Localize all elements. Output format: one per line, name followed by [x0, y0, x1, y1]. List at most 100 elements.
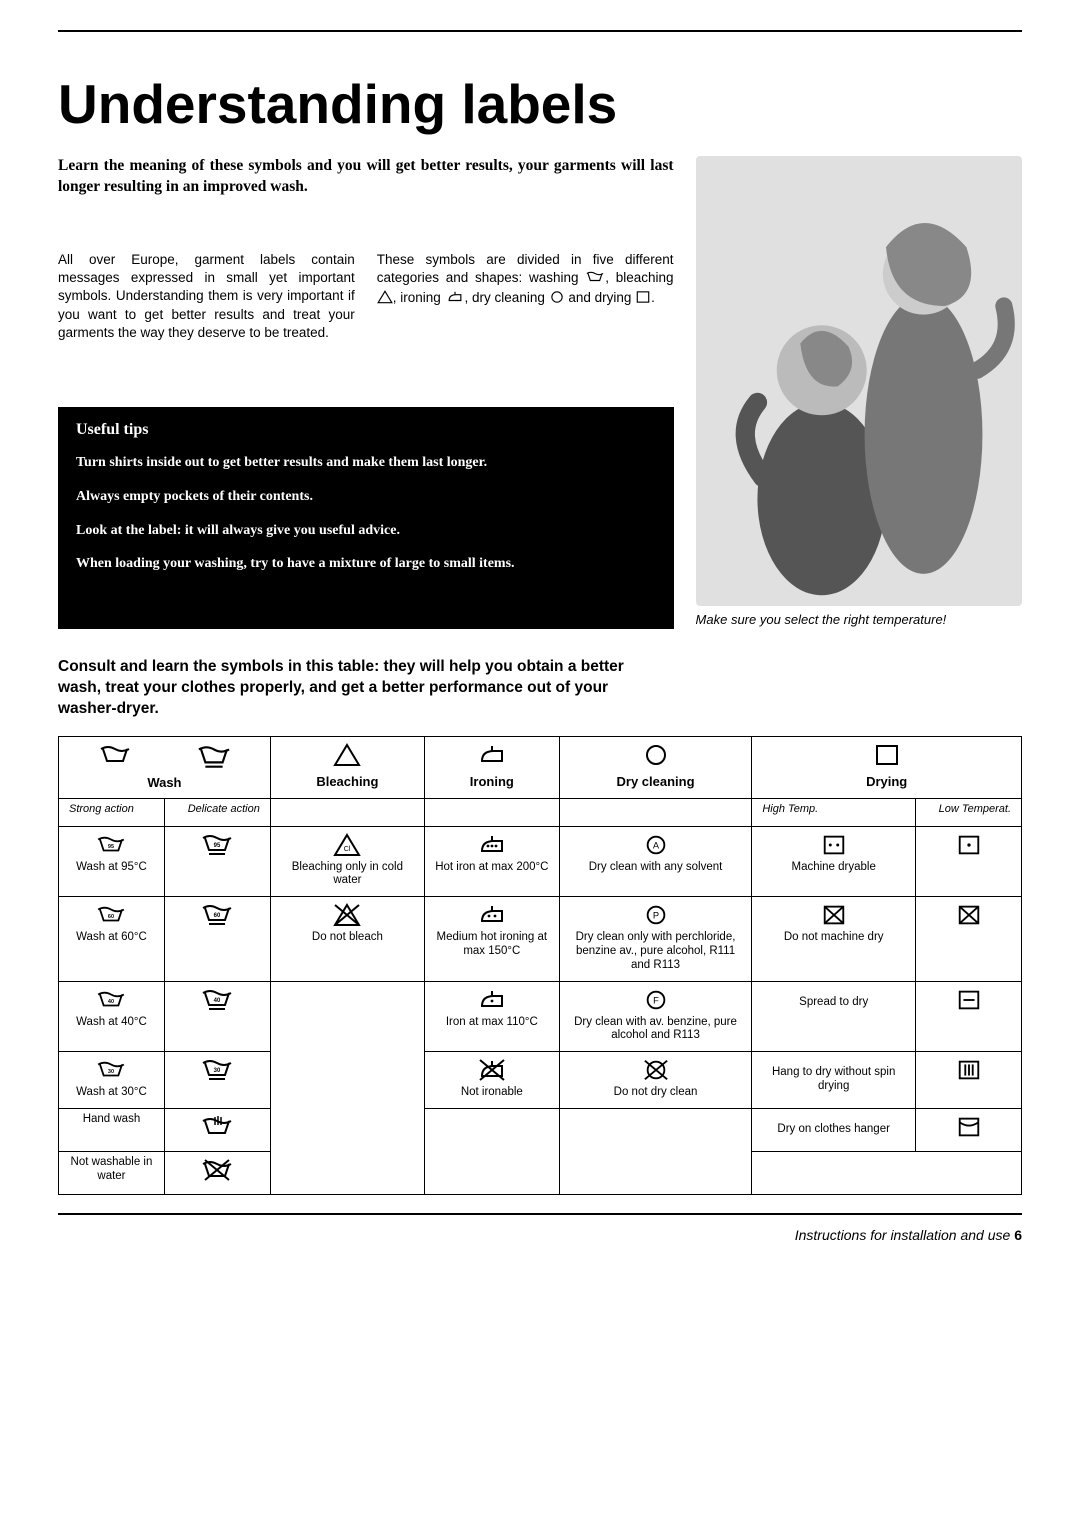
cell-wash-delicate: 60	[164, 897, 270, 981]
sub-iron-empty	[424, 798, 559, 826]
cell-wash: Not washable in water	[59, 1152, 165, 1195]
cell-dry-a: Do not machine dry	[752, 897, 916, 981]
cell-dry-b	[916, 981, 1022, 1052]
cell-iron: Iron at max 110°C	[424, 981, 559, 1052]
cell-dry-empty	[752, 1152, 1022, 1195]
sub-dryc-empty	[559, 798, 752, 826]
cell-iron-empty	[424, 1109, 559, 1195]
cell-dry-a: Machine dryable	[752, 826, 916, 897]
dryclean-icon	[642, 743, 670, 767]
table-row: 60 Wash at 60°C 60 Do not bleachMedium h…	[59, 897, 1022, 981]
cell-bleach-empty	[270, 981, 424, 1194]
intro-blurb: Learn the meaning of these symbols and y…	[58, 156, 674, 235]
hdr-wash-label: Wash	[65, 775, 264, 790]
footer-text: Instructions for installation and use	[795, 1227, 1011, 1243]
cell-bleach: ClBleaching only in cold water	[270, 826, 424, 897]
svg-text:40: 40	[108, 998, 114, 1004]
cell-wash-b	[164, 1109, 270, 1152]
tip-3: Look at the label: it will always give y…	[76, 521, 656, 541]
table-row: 95 Wash at 95°C 95 ClBleaching only in c…	[59, 826, 1022, 897]
svg-text:95: 95	[108, 843, 114, 849]
cell-wash-delicate: 40	[164, 981, 270, 1052]
hdr-bleach: Bleaching	[270, 736, 424, 798]
cell-dry-b	[916, 1109, 1022, 1152]
cell-bleach: Do not bleach	[270, 897, 424, 981]
cell-iron: Hot iron at max 200°C	[424, 826, 559, 897]
cell-wash-b	[164, 1152, 270, 1195]
cell-dryclean: Do not dry clean	[559, 1052, 752, 1109]
dry-icon	[635, 290, 651, 309]
sub-low: Low Temperat.	[916, 798, 1022, 826]
iron-icon	[475, 743, 509, 767]
table-header-row: Wash Bleaching Ironing Dry cleaning Dryi…	[59, 736, 1022, 798]
cell-dryclean: FDry clean with av. benzine, pure alcoho…	[559, 981, 752, 1052]
svg-text:40: 40	[214, 998, 221, 1004]
illustration-caption: Make sure you select the right temperatu…	[696, 612, 1022, 629]
bottom-rule	[58, 1213, 1022, 1215]
table-row: 40 Wash at 40°C 40 Iron at max 110°CFDry…	[59, 981, 1022, 1052]
page-number: 6	[1014, 1227, 1022, 1243]
bleach-icon	[377, 290, 393, 309]
tips-title: Useful tips	[76, 421, 656, 439]
hdr-wash: Wash	[59, 736, 271, 798]
body-col-2: These symbols are divided in five differ…	[377, 251, 674, 379]
page-footer: Instructions for installation and use 6	[58, 1227, 1022, 1243]
col2-e: and drying	[565, 290, 636, 305]
dry-icon	[873, 743, 901, 767]
cell-wash-strong: 95 Wash at 95°C	[59, 826, 165, 897]
bleach-icon	[332, 743, 362, 767]
col2-f: .	[651, 290, 655, 305]
tip-4: When loading your washing, try to have a…	[76, 554, 656, 574]
illustration-area: Make sure you select the right temperatu…	[696, 156, 1022, 629]
sub-strong: Strong action	[59, 798, 165, 826]
cell-dry-b	[916, 826, 1022, 897]
table-row: Hand wash Dry on clothes hanger	[59, 1109, 1022, 1152]
col2-d: , dry cleaning	[465, 290, 549, 305]
hdr-bleach-label: Bleaching	[277, 774, 418, 789]
wash-icon	[585, 270, 605, 289]
col2-c: , ironing	[393, 290, 445, 305]
top-rule	[58, 30, 1022, 32]
cell-dry-b	[916, 1052, 1022, 1109]
cell-wash-strong: 30 Wash at 30°C	[59, 1052, 165, 1109]
cell-dry-b	[916, 897, 1022, 981]
col2-b: , bleaching	[605, 270, 673, 285]
hdr-drying-label: Drying	[758, 774, 1015, 789]
svg-text:P: P	[652, 911, 658, 921]
dryclean-icon	[549, 290, 565, 309]
cell-dry-a: Spread to dry	[752, 981, 916, 1052]
cell-wash-delicate: 30	[164, 1052, 270, 1109]
tips-box: Useful tips Turn shirts inside out to ge…	[58, 407, 674, 629]
hdr-dryclean-label: Dry cleaning	[566, 774, 746, 789]
table-intro: Consult and learn the symbols in this ta…	[58, 657, 648, 720]
cell-wash: Hand wash	[59, 1109, 165, 1152]
hdr-drying: Drying	[752, 736, 1022, 798]
wash-delicate-icon	[197, 743, 231, 771]
cell-wash-strong: 60 Wash at 60°C	[59, 897, 165, 981]
tip-2: Always empty pockets of their contents.	[76, 487, 656, 507]
cell-dryclean: PDry clean only with perchloride, benzin…	[559, 897, 752, 981]
svg-text:30: 30	[214, 1068, 221, 1074]
svg-text:A: A	[652, 840, 659, 850]
cell-dry-a: Hang to dry without spin drying	[752, 1052, 916, 1109]
cell-iron: Medium hot ironing at max 150°C	[424, 897, 559, 981]
cell-iron: Not ironable	[424, 1052, 559, 1109]
hdr-iron: Ironing	[424, 736, 559, 798]
cell-wash-strong: 40 Wash at 40°C	[59, 981, 165, 1052]
table-row: 30 Wash at 30°C 30 Not ironableDo not dr…	[59, 1052, 1022, 1109]
sub-delicate: Delicate action	[164, 798, 270, 826]
svg-text:60: 60	[108, 914, 114, 920]
sub-bleach-empty	[270, 798, 424, 826]
cell-dryclean-empty	[559, 1109, 752, 1195]
sub-high: High Temp.	[752, 798, 916, 826]
illustration	[696, 156, 1022, 606]
cell-dry-a: Dry on clothes hanger	[752, 1109, 916, 1152]
svg-text:Cl: Cl	[344, 846, 351, 853]
tip-1: Turn shirts inside out to get better res…	[76, 453, 656, 473]
cell-dryclean: ADry clean with any solvent	[559, 826, 752, 897]
svg-text:30: 30	[108, 1069, 114, 1075]
hdr-dryclean: Dry cleaning	[559, 736, 752, 798]
svg-text:60: 60	[214, 913, 221, 919]
svg-text:F: F	[653, 995, 659, 1005]
cell-wash-delicate: 95	[164, 826, 270, 897]
